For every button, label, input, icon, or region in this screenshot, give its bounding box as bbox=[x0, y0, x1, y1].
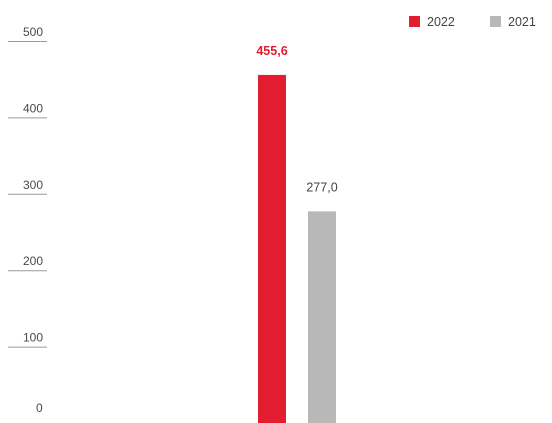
y-axis: 0 100 200 300 400 500 bbox=[8, 25, 47, 415]
y-tick-label: 300 bbox=[23, 178, 43, 192]
data-label-2022: 455,6 bbox=[256, 44, 287, 58]
y-tick-label: 0 bbox=[36, 401, 43, 415]
bars bbox=[258, 74, 336, 423]
bar-2021 bbox=[308, 211, 336, 423]
y-tick-label: 500 bbox=[23, 25, 43, 39]
y-tick-label: 200 bbox=[23, 254, 43, 268]
y-tick-label: 400 bbox=[23, 101, 43, 115]
bar-2022 bbox=[258, 74, 286, 423]
y-tick-label: 100 bbox=[23, 331, 43, 345]
legend-label-2022: 2022 bbox=[427, 15, 455, 29]
legend-label-2021: 2021 bbox=[508, 15, 536, 29]
data-label-2021: 277,0 bbox=[306, 180, 337, 194]
legend-swatch-2021 bbox=[490, 16, 501, 27]
legend-swatch-2022 bbox=[409, 16, 420, 27]
data-labels: 455,6 277,0 bbox=[256, 44, 337, 194]
legend: 2022 2021 bbox=[409, 15, 536, 29]
